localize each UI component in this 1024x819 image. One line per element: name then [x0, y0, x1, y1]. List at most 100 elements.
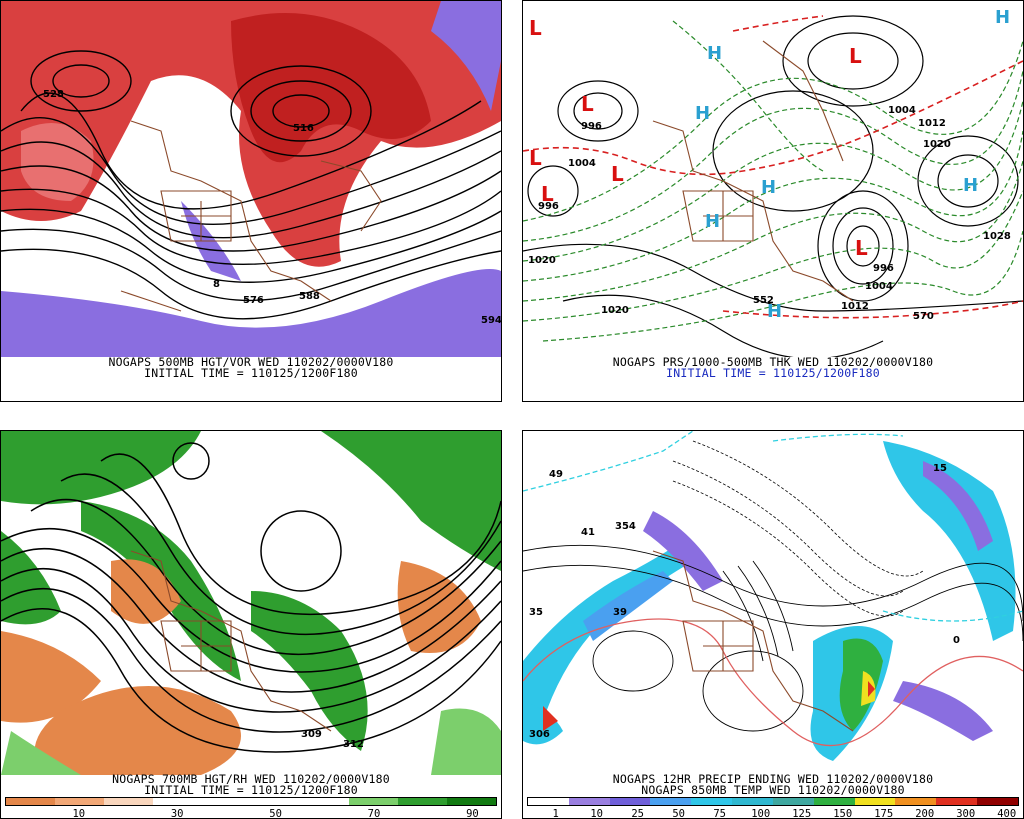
thickness-label-570: 570 — [913, 311, 934, 322]
map-pressure-thickness: 996 1004 996 1004 1012 1020 1020 1020 10… — [523, 1, 1023, 357]
temp-label-41: 41 — [581, 527, 595, 538]
low-pressure-marker: L — [529, 16, 542, 40]
colorbar-swatch — [528, 798, 569, 805]
colorbar-tick-label: 75 — [713, 808, 727, 819]
contour-label-312: 312 — [343, 739, 364, 750]
isobar-label-1020-c: 1020 — [528, 255, 556, 266]
panel-500mb-hgt-vor: 576 588 528 516 594 8 NOGAPS 500MB HGT/V… — [0, 0, 502, 402]
colorbar-tick-label: 70 — [367, 808, 381, 819]
high-pressure-marker: H — [995, 7, 1010, 28]
colorbar-tick-label: 300 — [956, 808, 976, 819]
colorbar-tick-label: 175 — [874, 808, 894, 819]
isobar-label-1012-b: 1012 — [841, 301, 869, 312]
colorbar-swatch — [55, 798, 104, 805]
map-500mb-vorticity: 576 588 528 516 594 8 — [1, 1, 501, 357]
temp-label-39: 39 — [613, 607, 627, 618]
isobar-label-1004-a: 1004 — [568, 158, 596, 169]
colorbar-tick-label: 30 — [170, 808, 184, 819]
temp-label-306: 306 — [529, 729, 550, 740]
isobar-label-1020-b: 1020 — [601, 305, 629, 316]
colorbar-swatch — [568, 798, 610, 805]
colorbar-swatch — [691, 798, 733, 805]
contour-label-528: 528 — [43, 89, 64, 100]
colorbar-swatch — [6, 798, 55, 805]
panel2-caption-init: INITIAL TIME = 110125/1200F180 — [666, 366, 880, 380]
colorbar-tick-label: 50 — [269, 808, 282, 819]
high-pressure-marker: H — [963, 175, 978, 196]
temp-label-35: 35 — [529, 607, 543, 618]
contour-label-309: 309 — [301, 729, 322, 740]
panel3-caption-init: INITIAL TIME = 110125/1200F180 — [144, 783, 358, 797]
isobar-label-1020-a: 1020 — [923, 139, 951, 150]
panel-700mb-hgt-rh: 309 312 NOGAPS 700MB HGT/RH WED 110202/0… — [0, 430, 502, 819]
colorbar-tick-label: 10 — [72, 808, 86, 819]
colorbar-swatch — [936, 798, 978, 805]
temp-label-0: 0 — [953, 635, 960, 646]
colorbar-tick-label: 150 — [833, 808, 853, 819]
contour-label-594: 594 — [481, 315, 501, 326]
colorbar-swatch — [977, 798, 1018, 805]
colorbar-swatch — [650, 798, 692, 805]
rh-colorbar — [5, 797, 497, 806]
colorbar-swatch — [104, 798, 153, 805]
high-pressure-marker: H — [695, 103, 710, 124]
colorbar-tick-label: 100 — [751, 808, 771, 819]
colorbar-swatch — [813, 798, 855, 805]
isobar-label-996-a: 996 — [581, 121, 602, 132]
panel1-caption-title: NOGAPS 500MB HGT/VOR WED 110202/0000V180 — [108, 355, 394, 369]
low-pressure-marker: L — [849, 44, 862, 68]
isobar-label-1004-b: 1004 — [888, 105, 916, 116]
map-precip-temperature: 49 41 354 39 35 306 15 0 — [523, 431, 1023, 775]
panel2-caption-title: NOGAPS PRS/1000-500MB THK WED 110202/000… — [612, 355, 934, 369]
temp-label-49: 49 — [549, 469, 563, 480]
colorbar-swatch — [772, 798, 814, 805]
colorbar-tick-label: 125 — [792, 808, 812, 819]
panel1-caption-init: INITIAL TIME = 110125/1200F180 — [144, 366, 358, 380]
low-pressure-marker: L — [581, 92, 594, 116]
high-pressure-marker: H — [705, 211, 720, 232]
thickness-label-552: 552 — [753, 295, 774, 306]
colorbar-swatch — [153, 798, 202, 805]
colorbar-tick-label: 10 — [590, 808, 604, 819]
colorbar-tick-label: 1 — [552, 808, 559, 819]
map-700mb-humidity: 309 312 — [1, 431, 501, 775]
low-pressure-marker: L — [541, 182, 554, 206]
low-pressure-marker: L — [855, 236, 868, 260]
isobar-label-1004-c: 1004 — [865, 281, 893, 292]
isobar-label-1012: 1012 — [918, 118, 946, 129]
precip-colorbar — [527, 797, 1019, 806]
colorbar-tick-label: 400 — [997, 808, 1017, 819]
panel-precip-850-temp: 49 41 354 39 35 306 15 0 NOGAPS 12HR PRE… — [522, 430, 1024, 819]
panel4-caption-temp: NOGAPS 850MB TEMP WED 110202/0000V180 — [641, 783, 905, 797]
colorbar-swatch — [251, 798, 300, 805]
rh-colorbar-ticks: 10 30 50 70 90 — [5, 808, 497, 819]
low-pressure-marker: L — [611, 162, 624, 186]
high-pressure-marker: H — [761, 177, 776, 198]
colorbar-swatch — [895, 798, 937, 805]
colorbar-swatch — [349, 798, 398, 805]
panel4-caption-title: NOGAPS 12HR PRECIP ENDING WED 110202/000… — [612, 772, 934, 786]
contour-label-576: 576 — [243, 295, 264, 306]
temp-label-15: 15 — [933, 463, 947, 474]
contour-label-588: 588 — [299, 291, 320, 302]
colorbar-swatch — [202, 798, 251, 805]
panel3-caption-title: NOGAPS 700MB HGT/RH WED 110202/0000V180 — [112, 772, 390, 786]
colorbar-swatch — [447, 798, 496, 805]
isobar-label-1028: 1028 — [983, 231, 1011, 242]
panel-prs-thk: 996 1004 996 1004 1012 1020 1020 1020 10… — [522, 0, 1024, 402]
contour-label-516: 516 — [293, 123, 314, 134]
colorbar-swatch — [732, 798, 773, 805]
colorbar-tick-label: 50 — [672, 808, 686, 819]
temp-label-354: 354 — [615, 521, 636, 532]
high-pressure-marker: H — [707, 43, 722, 64]
colorbar-tick-label: 25 — [631, 808, 645, 819]
colorbar-swatch — [609, 798, 651, 805]
precip-colorbar-ticks: 1 10 25 50 75 100 125 150 175 200 300 400 — [527, 808, 1019, 819]
colorbar-tick-label: 200 — [915, 808, 935, 819]
isobar-label-996-b: 996 — [538, 201, 559, 212]
isobar-label-996-c: 996 — [873, 263, 894, 274]
colorbar-swatch — [854, 798, 896, 805]
high-pressure-marker: H — [767, 301, 782, 322]
vorticity-label-8: 8 — [213, 279, 220, 290]
colorbar-swatch — [398, 798, 447, 805]
